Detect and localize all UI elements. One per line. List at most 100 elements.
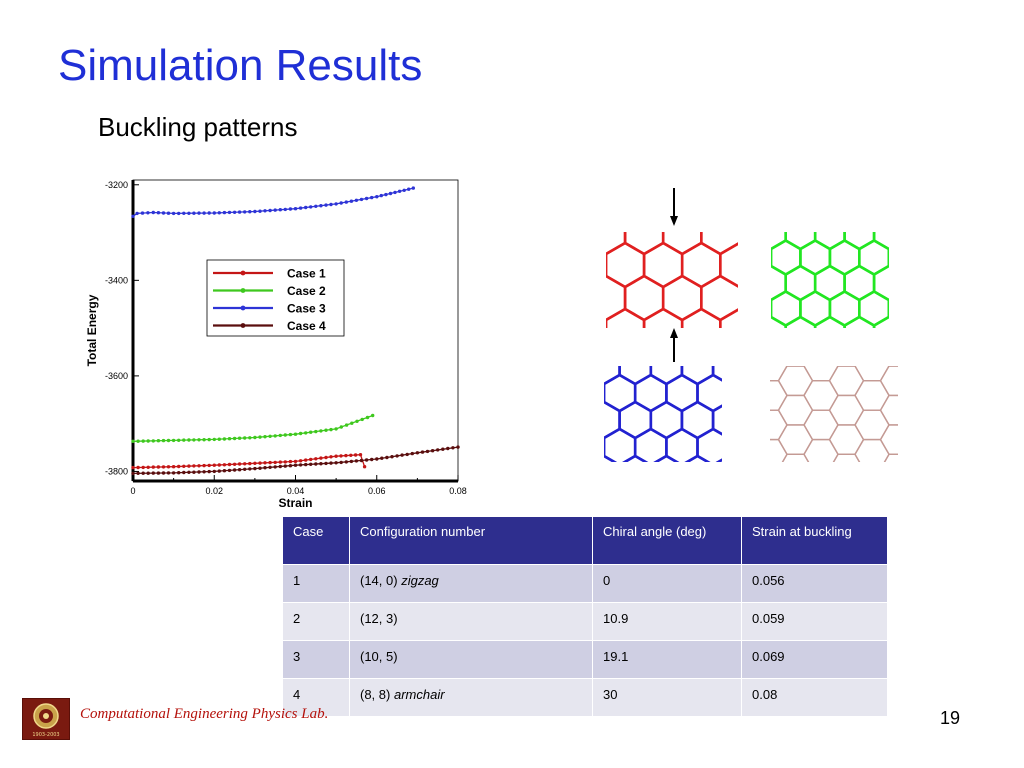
data-point [370, 458, 373, 461]
data-point [147, 439, 150, 442]
data-point [263, 435, 266, 438]
hexagon-cell [830, 425, 864, 454]
table-row: 2 (12, 3) 10.9 0.059 [283, 603, 888, 641]
data-point [182, 471, 185, 474]
data-point [243, 468, 246, 471]
data-point [361, 418, 364, 421]
data-point [268, 209, 271, 212]
hexagon-cell [804, 440, 838, 468]
data-point [197, 438, 200, 441]
hexagon-cell [786, 317, 816, 351]
series-1 [131, 453, 366, 469]
data-point [334, 427, 337, 430]
hexagon-cell [855, 381, 889, 411]
hexagon-cell [779, 366, 813, 395]
data-point [263, 461, 266, 464]
cell-configuration: (12, 3) [350, 603, 593, 641]
data-point [228, 437, 231, 440]
hexagon-cell [779, 337, 813, 366]
arrowhead-up [670, 328, 678, 338]
x-tick-label: 0.04 [287, 486, 305, 496]
data-point [187, 212, 190, 215]
buckling-lattice-figures [596, 180, 912, 468]
data-point [157, 211, 160, 214]
data-point [340, 425, 343, 428]
data-point [299, 432, 302, 435]
data-point [309, 205, 312, 208]
hexagon-cell [889, 190, 912, 224]
data-point [329, 461, 332, 464]
lab-logo: 1903-2003 [22, 698, 70, 740]
hexagon-cell [904, 215, 913, 249]
data-point [208, 470, 211, 473]
config-number: (10, 5) [360, 649, 398, 664]
hexagon-cell [606, 309, 644, 353]
data-point [406, 453, 409, 456]
hexagon-cell [729, 429, 760, 465]
hexagon-cell [855, 322, 889, 352]
data-point [248, 462, 251, 465]
hexagon-cell [727, 317, 757, 351]
data-point [218, 469, 221, 472]
data-point [284, 208, 287, 211]
cell-chiral-angle: 19.1 [593, 641, 742, 679]
hexagon-cell [606, 180, 644, 221]
data-point [324, 203, 327, 206]
data-point [172, 439, 175, 442]
config-number: (8, 8) [360, 687, 390, 702]
case-4-lattice [728, 322, 913, 468]
data-point [167, 471, 170, 474]
legend-label: Case 2 [287, 284, 326, 298]
data-point [248, 436, 251, 439]
hexagon-cell [729, 321, 760, 357]
data-point [157, 471, 160, 474]
legend-marker [241, 306, 246, 311]
hexagon-cell [663, 342, 701, 386]
data-point [324, 429, 327, 432]
hexagon-cell [779, 425, 813, 454]
data-point [147, 472, 150, 475]
legend-label: Case 3 [287, 302, 326, 316]
data-point [172, 212, 175, 215]
data-point [355, 459, 358, 462]
cell-strain: 0.069 [742, 641, 888, 679]
hexagon-cell [596, 375, 604, 411]
arrowhead-down [670, 216, 678, 226]
data-point [289, 460, 292, 463]
data-point [375, 195, 378, 198]
data-point [284, 464, 287, 467]
data-point [213, 464, 216, 467]
data-point [400, 453, 403, 456]
data-point [162, 465, 165, 468]
data-point [350, 200, 353, 203]
hexagon-cell [596, 309, 606, 353]
data-point [304, 458, 307, 461]
hexagon-cell [815, 317, 844, 351]
hexagon-cell [644, 309, 682, 353]
data-point [279, 460, 282, 463]
data-point [197, 211, 200, 214]
data-point [167, 465, 170, 468]
data-point [380, 457, 383, 460]
data-point [192, 464, 195, 467]
data-point [187, 471, 190, 474]
hexagon-cell [596, 276, 625, 320]
data-point [131, 472, 134, 475]
data-point [294, 207, 297, 210]
hexagon-cell [742, 241, 771, 275]
data-point [363, 465, 366, 468]
data-point [299, 459, 302, 462]
data-point [172, 465, 175, 468]
data-point [289, 464, 292, 467]
data-point [319, 462, 322, 465]
data-point [202, 464, 205, 467]
data-point [233, 437, 236, 440]
data-point [354, 453, 357, 456]
hexagon-cell [753, 351, 787, 380]
hexagon-cell [753, 440, 787, 468]
data-point [380, 194, 383, 197]
hexagon-cell [596, 321, 604, 357]
hexagon-cell [881, 366, 913, 395]
y-tick-label: -3800 [105, 466, 128, 476]
cell-configuration: (14, 0) zigzag [350, 565, 593, 603]
